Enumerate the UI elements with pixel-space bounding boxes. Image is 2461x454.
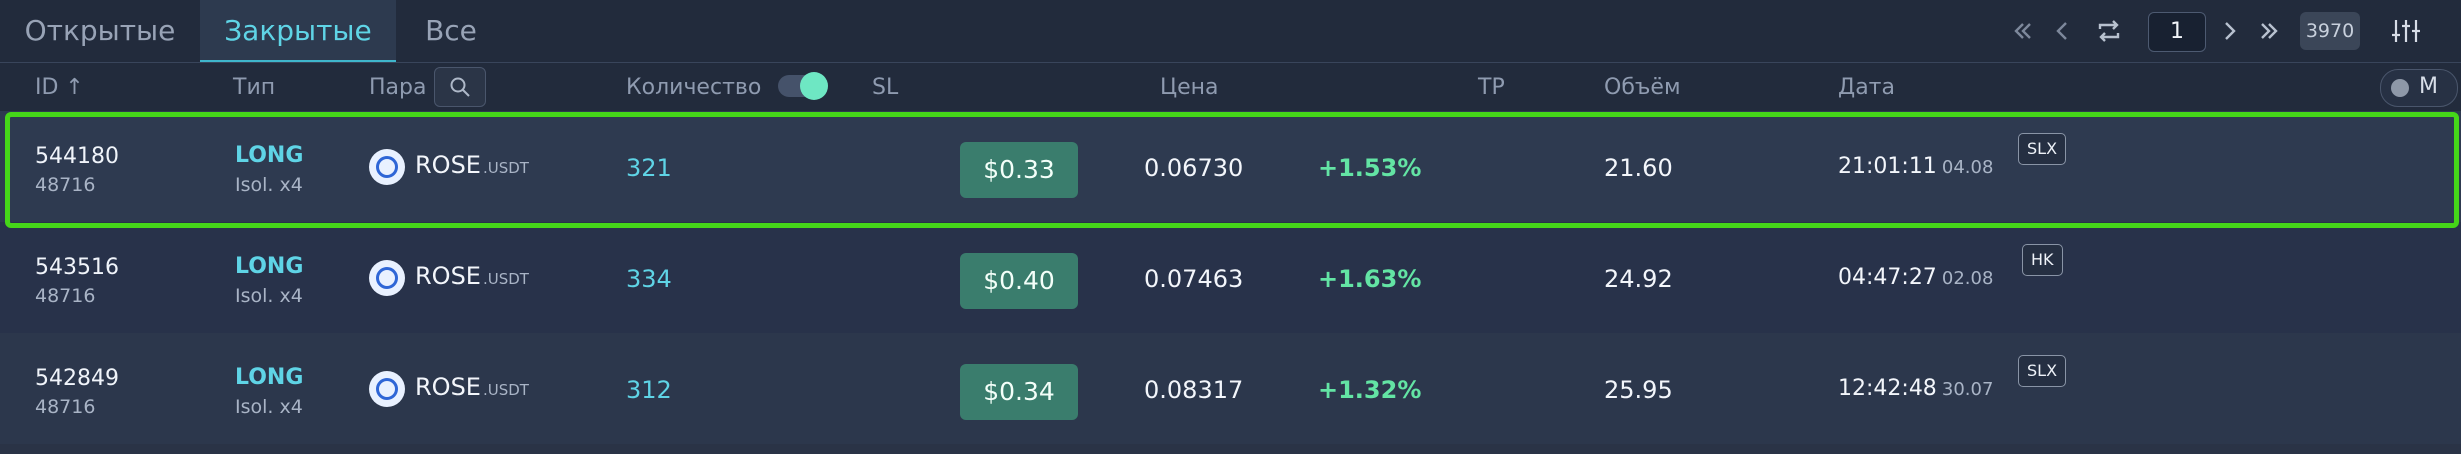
volume-value: 25.95 [1604,376,1673,404]
date-cell: 12:42:48 30.07 [1838,376,1993,401]
price-value: 0.06730 [1144,154,1244,182]
quantity-toggle[interactable] [778,72,828,100]
chevron-right-icon[interactable] [2218,14,2242,48]
quantity-value: 312 [626,376,672,404]
pair-base: ROSE [415,373,481,401]
price-value: 0.08317 [1144,376,1244,404]
sl-button[interactable]: $0.33 [960,142,1078,198]
quantity-value: 334 [626,265,672,293]
trade-side: LONG [235,254,304,279]
header-price: Цена [1160,75,1219,100]
sl-button[interactable]: $0.34 [960,364,1078,420]
table-row[interactable]: 543516 48716 LONG Isol. x4 ROSE .USDT 334… [0,222,2461,333]
trade-id: 543516 [35,255,119,280]
margin-mode: Isol. x4 [235,174,303,196]
table-header: ID ↑ Тип Пара Количество SL Цена TP Объё… [0,63,2461,111]
volume-value: 21.60 [1604,154,1673,182]
margin-mode: Isol. x4 [235,285,303,307]
trade-date: 02.08 [1941,268,1994,289]
header-date: Дата [1838,75,1895,100]
sl-button[interactable]: $0.40 [960,253,1078,309]
repeat-icon[interactable] [2092,14,2126,48]
trade-time: 04:47:27 [1838,265,1937,290]
volume-value: 24.92 [1604,265,1673,293]
pair-quote: .USDT [482,381,529,399]
header-id[interactable]: ID ↑ [35,75,84,100]
price-change: +1.53% [1318,154,1422,182]
trade-sub-id: 48716 [35,396,96,418]
search-icon [450,77,470,97]
tab-all[interactable]: Все [425,14,477,47]
exchange-tag: HK [2022,244,2063,276]
top-bar: Открытые Закрытые Все 1 3970 [0,0,2461,63]
m-toggle-label: M [2419,74,2438,99]
double-chevron-right-icon[interactable] [2256,14,2284,48]
price-value: 0.07463 [1144,265,1244,293]
trade-side: LONG [235,365,304,390]
toggle-dot [2391,79,2409,97]
header-tp: TP [1478,75,1505,100]
trade-sub-id: 48716 [35,285,96,307]
header-pair: Пара [369,75,427,100]
date-cell: 21:01:11 04.08 [1838,154,1993,179]
trade-time: 21:01:11 [1838,154,1937,179]
header-type: Тип [233,75,276,100]
trade-side: LONG [235,143,304,168]
exchange-tag: SLX [2018,133,2067,165]
trade-id: 544180 [35,144,119,169]
date-cell: 04:47:27 02.08 [1838,265,1993,290]
pair-name[interactable]: ROSE .USDT [415,151,529,179]
table-row[interactable]: 542849 48716 LONG Isol. x4 ROSE .USDT 312… [0,333,2461,444]
pair-base: ROSE [415,151,481,179]
trade-time: 12:42:48 [1838,376,1937,401]
exchange-tag: SLX [2018,355,2067,387]
header-quantity: Количество [626,75,762,100]
rose-coin-icon [369,371,405,407]
trade-id: 542849 [35,366,119,391]
toggle-knob [800,72,828,100]
tab-closed[interactable]: Закрытые [200,0,396,62]
trade-date: 30.07 [1941,379,1994,400]
header-sl: SL [872,75,899,100]
m-toggle[interactable]: M [2380,69,2458,107]
margin-mode: Isol. x4 [235,396,303,418]
price-change: +1.63% [1318,265,1422,293]
header-volume: Объём [1604,75,1681,100]
pair-name[interactable]: ROSE .USDT [415,373,529,401]
total-count-badge: 3970 [2300,12,2360,50]
trade-sub-id: 48716 [35,174,96,196]
trade-date: 04.08 [1941,157,1994,178]
pair-base: ROSE [415,262,481,290]
page-number-input[interactable]: 1 [2148,12,2206,52]
pair-quote: .USDT [482,159,529,177]
price-change: +1.32% [1318,376,1422,404]
chevron-left-icon[interactable] [2050,14,2074,48]
rose-coin-icon [369,260,405,296]
double-chevron-left-icon[interactable] [2008,14,2036,48]
sliders-icon[interactable] [2388,14,2424,48]
tab-open[interactable]: Открытые [24,14,176,47]
table-row[interactable]: 544180 48716 LONG Isol. x4 ROSE .USDT 321… [0,111,2461,222]
rose-coin-icon [369,149,405,185]
pair-name[interactable]: ROSE .USDT [415,262,529,290]
pair-search-button[interactable] [434,67,486,107]
pair-quote: .USDT [482,270,529,288]
quantity-value: 321 [626,154,672,182]
selected-row-highlight [5,112,2459,228]
